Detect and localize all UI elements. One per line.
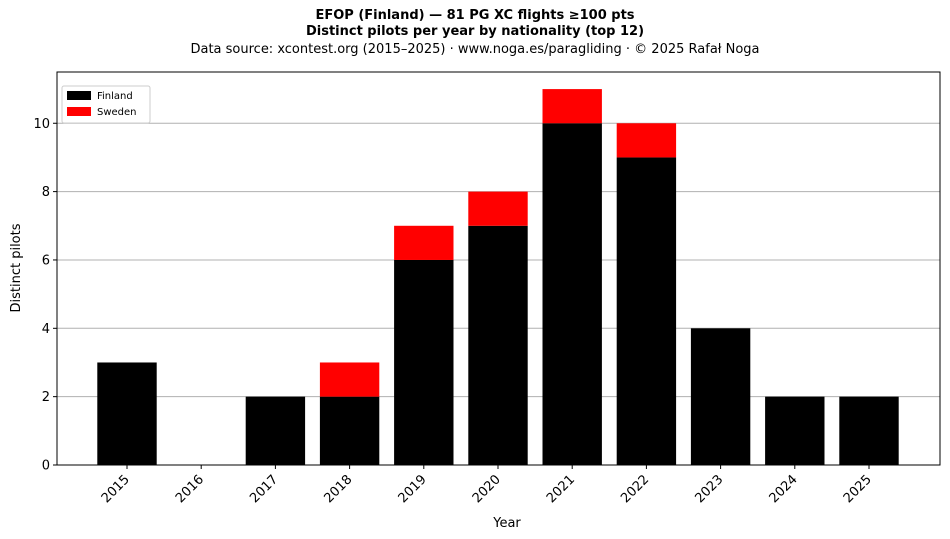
bar-sweden-2018	[319, 362, 380, 397]
legend-swatch-finland	[67, 91, 91, 100]
y-tick-label: 8	[42, 185, 50, 200]
x-tick-label: 2024	[767, 472, 801, 506]
bar-finland-2017	[245, 396, 306, 465]
bar-sweden-2021	[542, 89, 602, 124]
x-tick-label: 2021	[544, 472, 578, 506]
x-tick-label: 2017	[247, 472, 281, 506]
x-axis-label: Year	[492, 516, 521, 531]
y-tick-label: 10	[33, 117, 50, 132]
chart-title: EFOP (Finland) — 81 PG XC flights ≥100 p…	[315, 8, 635, 23]
legend-label-sweden: Sweden	[97, 107, 137, 118]
bar-finland-2025	[839, 396, 899, 465]
x-tick-label: 2018	[321, 472, 355, 506]
y-tick-label: 6	[42, 253, 50, 268]
bar-finland-2022	[616, 157, 677, 465]
bar-finland-2024	[765, 396, 825, 465]
bars	[97, 89, 899, 466]
chart-subtitle: Distinct pilots per year by nationality …	[305, 24, 645, 39]
y-tick-label: 0	[42, 459, 50, 474]
bar-sweden-2020	[468, 191, 528, 226]
bar-finland-2018	[319, 396, 380, 465]
legend-swatch-sweden	[67, 107, 91, 116]
bar-finland-2015	[97, 362, 157, 465]
x-tick-label: 2016	[173, 472, 207, 506]
x-tick-label: 2015	[99, 472, 133, 506]
bar-finland-2021	[542, 123, 602, 466]
y-tick-label: 4	[42, 322, 50, 337]
bar-finland-2019	[394, 259, 454, 465]
bar-sweden-2019	[394, 225, 454, 260]
y-tick-label: 2	[42, 390, 50, 405]
bar-finland-2023	[690, 328, 751, 465]
x-tick-label: 2025	[841, 472, 875, 506]
bar-finland-2020	[468, 225, 528, 465]
x-tick-label: 2020	[470, 472, 504, 506]
legend-label-finland: Finland	[97, 91, 133, 102]
x-tick-label: 2023	[692, 472, 726, 506]
x-tick-label: 2019	[396, 472, 430, 506]
chart-source: Data source: xcontest.org (2015–2025) · …	[190, 42, 760, 57]
y-axis-label: Distinct pilots	[9, 223, 24, 312]
bar-sweden-2022	[616, 123, 677, 158]
legend: Finland Sweden	[61, 85, 151, 124]
x-tick-label: 2022	[618, 472, 652, 506]
